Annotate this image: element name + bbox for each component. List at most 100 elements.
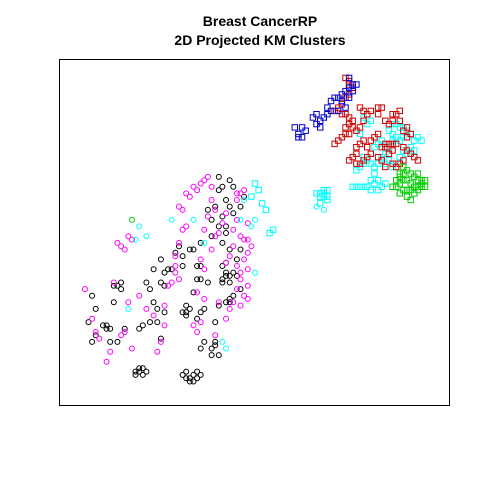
circle-point [179, 226, 186, 233]
square-point [411, 173, 418, 181]
circle-point [244, 220, 251, 227]
circle-point [128, 345, 135, 352]
square-point [248, 193, 255, 200]
square-point [403, 147, 411, 154]
circle-point [143, 368, 150, 375]
square-point [335, 104, 342, 111]
square-point [400, 147, 407, 154]
circle-point [201, 226, 208, 233]
circle-point [125, 233, 132, 240]
circle-point [114, 282, 121, 289]
circle-point [230, 269, 237, 276]
circle-point [132, 368, 139, 375]
square-point [378, 153, 385, 161]
circle-point [241, 256, 248, 263]
square-point [331, 107, 338, 115]
square-point [374, 130, 382, 138]
circle-point [197, 263, 204, 269]
circle-point [204, 206, 211, 213]
square-point [414, 186, 422, 194]
circle-point [183, 223, 190, 230]
circle-point [121, 329, 128, 335]
circle-point [168, 266, 175, 273]
circle-point [183, 302, 190, 309]
square-point [393, 120, 400, 128]
square-point [374, 140, 382, 148]
circle-point [161, 322, 168, 329]
circle-point [226, 177, 233, 184]
square-point [364, 157, 371, 164]
square-point [393, 140, 400, 148]
circle-point [168, 216, 175, 223]
square-point [418, 137, 425, 144]
circle-point [197, 371, 204, 378]
circle-point [157, 338, 164, 345]
square-point [295, 130, 302, 138]
square-point [407, 130, 414, 138]
circle-point [208, 352, 215, 359]
square-point [393, 163, 400, 171]
square-point [374, 160, 382, 167]
square-point [367, 137, 375, 144]
circle-point [89, 338, 96, 345]
square-point [324, 196, 331, 204]
square-point [403, 193, 411, 200]
circle-point [176, 276, 182, 283]
circle-point [212, 342, 219, 349]
square-point [389, 183, 396, 191]
square-point [356, 130, 364, 138]
square-point [356, 124, 364, 131]
square-point [374, 104, 382, 111]
circle-point [128, 236, 135, 243]
circle-point [223, 197, 229, 203]
circle-point [125, 305, 132, 312]
square-point [403, 127, 411, 134]
square-point [345, 130, 353, 138]
circle-point [252, 269, 258, 276]
square-point [371, 180, 378, 187]
circle-point [118, 332, 125, 339]
square-point [324, 193, 331, 200]
circle-point [176, 203, 182, 210]
square-point [414, 183, 422, 191]
circle-point [219, 239, 226, 246]
circle-point [237, 216, 244, 223]
circle-point [201, 177, 208, 184]
circle-point [204, 279, 211, 286]
circle-point [223, 315, 229, 322]
square-point [400, 124, 407, 131]
square-point [371, 170, 378, 177]
square-point [349, 84, 356, 91]
circle-point [233, 197, 240, 203]
square-point [302, 127, 309, 134]
circle-point [103, 358, 110, 365]
circle-point [132, 371, 139, 378]
circle-point [81, 286, 88, 293]
circle-point [208, 197, 215, 203]
square-point [291, 124, 299, 131]
circle-point [204, 213, 211, 220]
square-point [367, 160, 375, 167]
circle-point [223, 299, 229, 306]
square-point [407, 180, 414, 187]
circle-point [248, 223, 255, 230]
square-point [345, 91, 353, 98]
circle-point [147, 286, 153, 293]
square-point [407, 150, 414, 158]
square-point [345, 84, 353, 91]
circle-point [110, 299, 117, 306]
square-point [349, 117, 356, 124]
circle-point [186, 193, 193, 200]
circle-point [150, 312, 157, 319]
square-point [335, 137, 342, 144]
square-point [414, 157, 422, 164]
square-point [403, 177, 411, 184]
square-point [313, 111, 320, 118]
square-point [345, 157, 353, 164]
circle-point [176, 239, 182, 246]
square-point [407, 196, 414, 204]
circle-point [208, 183, 215, 190]
circle-point [121, 325, 128, 332]
square-point [396, 170, 404, 177]
